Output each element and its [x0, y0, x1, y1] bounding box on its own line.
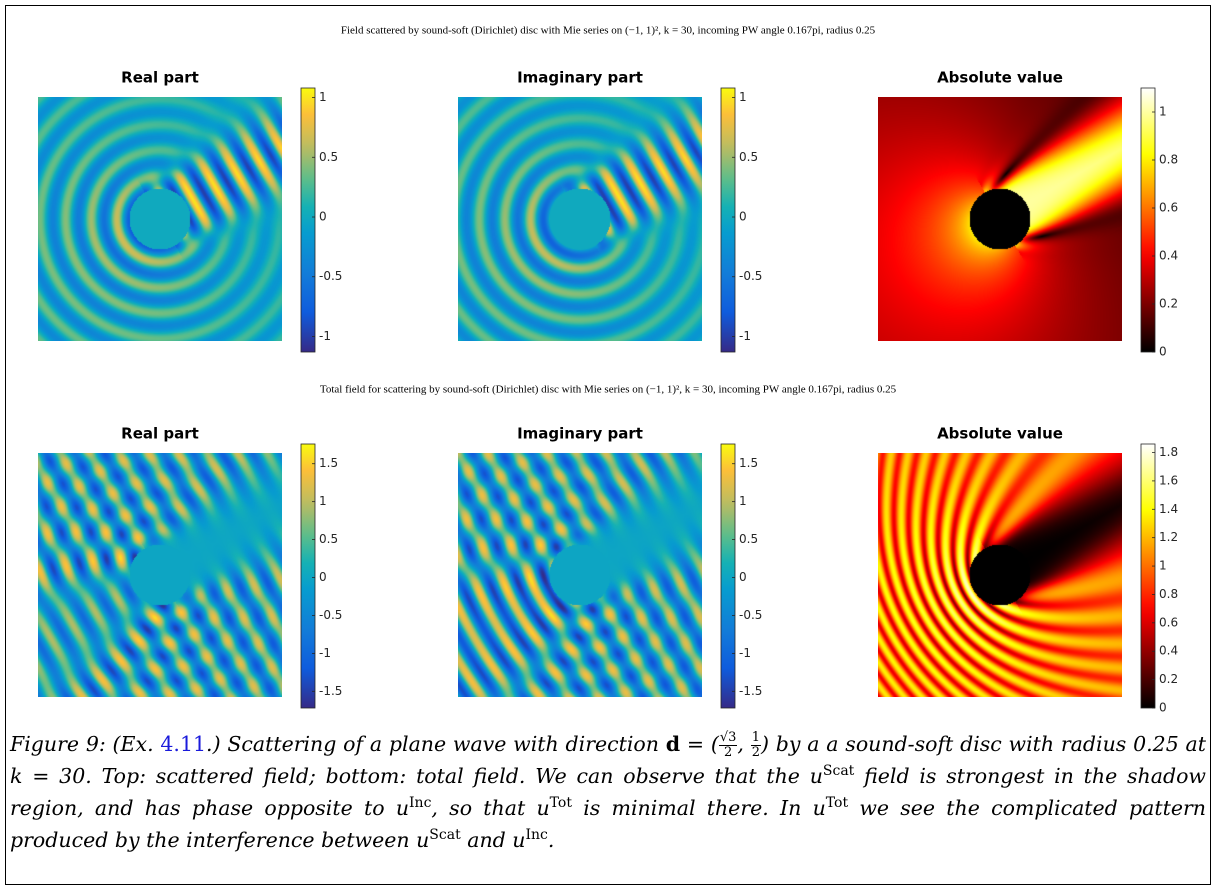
colorbar-tick-label: -0.5 — [739, 269, 762, 283]
colorbar-tick-label: 1 — [319, 90, 327, 104]
colorbar — [300, 87, 316, 353]
caption-text: .) Scattering of a plane wave with direc… — [206, 732, 666, 756]
colorbar-tick-label: -0.5 — [319, 608, 342, 622]
colorbar-tick-label: -1 — [319, 329, 331, 343]
caption-ref: 4.11 — [160, 732, 207, 756]
colorbar-tick-label: -0.5 — [739, 608, 762, 622]
colorbar-tick-label: 0.5 — [739, 532, 758, 546]
colorbar-tick-label: 0 — [319, 210, 327, 224]
colorbar-tick-label: 1.5 — [739, 456, 758, 470]
colorbar-tick-label: 0.8 — [1159, 587, 1178, 601]
colorbar-tick-label: 1 — [319, 494, 327, 508]
caption-text: ) by a a sound-soft disc with radius 0.2… — [761, 732, 1206, 756]
colorbar-tick-label: 0.4 — [1159, 249, 1178, 263]
figure-title: Field scattered by sound-soft (Dirichlet… — [341, 25, 876, 37]
colorbar-tick-label: -1 — [319, 646, 331, 660]
colorbar-tick-label: 0.5 — [319, 150, 338, 164]
caption-math: u — [812, 796, 826, 820]
colorbar-tick-label: 0.5 — [739, 150, 758, 164]
field-image — [458, 97, 702, 341]
caption-text: Figure 9: (Ex. — [10, 732, 161, 756]
colorbar-tick-label: 1 — [739, 494, 747, 508]
colorbar-tick-label: 1 — [1159, 105, 1167, 119]
caption-math: 1 — [750, 730, 761, 746]
colorbar-tick-label: -1 — [739, 646, 751, 660]
panel-title: Imaginary part — [517, 69, 643, 87]
caption-text: = ( — [680, 732, 719, 756]
field-image — [38, 97, 282, 341]
colorbar-tick-label: -1.5 — [739, 684, 762, 698]
caption-text: , — [737, 732, 751, 756]
colorbar-tick-label: 0.2 — [1159, 297, 1178, 311]
colorbar-tick-label: -1 — [739, 329, 751, 343]
colorbar-tick-label: 1.2 — [1159, 530, 1178, 544]
colorbar-tick-label: 1.5 — [319, 456, 338, 470]
caption: Figure 9: (Ex. 4.11.) Scattering of a pl… — [10, 728, 1206, 856]
colorbar-tick-label: 1 — [1159, 559, 1167, 573]
figure-title: Total field for scattering by sound-soft… — [320, 384, 897, 396]
panel-title: Absolute value — [937, 69, 1063, 87]
panel-title: Absolute value — [937, 425, 1063, 443]
field-image — [878, 453, 1122, 697]
colorbar-tick-label: 0.6 — [1159, 615, 1178, 629]
caption-text: = 30. Top: scattered field; bottom: tota… — [22, 764, 810, 788]
colorbar-tick-label: 0 — [739, 210, 747, 224]
caption-math: Inc — [525, 827, 548, 844]
colorbar — [300, 443, 316, 709]
colorbar-tick-label: 0 — [319, 570, 327, 584]
caption-math: Scat — [822, 763, 855, 780]
colorbar-tick-label: 0 — [1159, 345, 1167, 359]
colorbar-tick-label: 1.4 — [1159, 502, 1178, 516]
panel-title: Real part — [121, 425, 199, 443]
field-image — [458, 453, 702, 697]
panel-title: Imaginary part — [517, 425, 643, 443]
colorbar-tick-label: 1.8 — [1159, 445, 1178, 459]
caption-math: Scat — [429, 827, 461, 844]
colorbar-tick-label: -1.5 — [319, 684, 342, 698]
caption-text: . — [547, 828, 555, 852]
caption-math: 2 — [723, 745, 733, 760]
colorbar-tick-label: 1 — [739, 90, 747, 104]
colorbar-tick-label: 0.5 — [319, 532, 338, 546]
colorbar-tick-label: 0.8 — [1159, 153, 1178, 167]
caption-math: d — [665, 732, 681, 756]
panel-title: Real part — [121, 69, 199, 87]
fraction: √3 2 — [718, 730, 738, 760]
caption-math: 2 — [751, 745, 760, 760]
caption-text: and — [460, 828, 513, 852]
caption-math: u — [512, 828, 526, 852]
colorbar-tick-label: 0.2 — [1159, 672, 1178, 686]
colorbar-tick-label: 0.6 — [1159, 201, 1178, 215]
field-image — [878, 97, 1122, 341]
caption-text: is minimal there. In — [571, 796, 813, 820]
caption-text: we see the complicated pattern produced … — [10, 796, 1206, 852]
frame — [5, 5, 1211, 885]
caption-math: u — [536, 796, 550, 820]
caption-math: √3 — [718, 730, 738, 746]
caption-math: k — [10, 764, 23, 788]
colorbar-tick-label: 0 — [1159, 701, 1167, 715]
caption-text: field is strongest in the shadow region,… — [10, 764, 1206, 820]
caption-math: u — [809, 764, 823, 788]
colorbar-tick-label: 0 — [739, 570, 747, 584]
field-image — [38, 453, 282, 697]
colorbar-tick-label: 1.6 — [1159, 473, 1178, 487]
colorbar — [720, 443, 736, 709]
caption-math: Tot — [549, 795, 572, 812]
caption-math: u — [416, 828, 430, 852]
caption-math: Tot — [825, 795, 849, 812]
colorbar-tick-label: 0.4 — [1159, 644, 1178, 658]
caption-math: u — [395, 796, 410, 820]
caption-math: Inc — [409, 795, 432, 812]
colorbar — [720, 87, 736, 353]
colorbar — [1140, 443, 1156, 709]
caption-text: , so that — [431, 796, 537, 820]
colorbar — [1140, 87, 1156, 353]
colorbar-tick-label: -0.5 — [319, 269, 342, 283]
